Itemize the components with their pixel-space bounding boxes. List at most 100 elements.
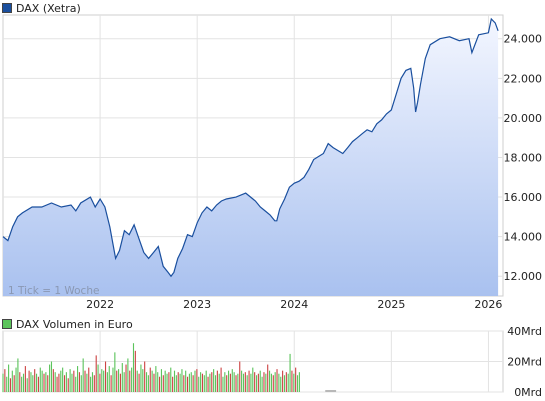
volume-bar — [283, 375, 286, 392]
volume-bar — [13, 375, 15, 392]
volume-bar — [39, 367, 41, 392]
volume-bar — [254, 372, 256, 392]
volume-bar — [237, 373, 239, 392]
volume-bar — [164, 370, 166, 392]
volume-bar — [26, 378, 28, 392]
price-x-tick-label: 2026 — [474, 298, 502, 311]
volume-bar — [86, 373, 88, 392]
volume-bar — [194, 370, 196, 392]
volume-bar — [118, 369, 120, 393]
price-y-tick-label: 12.000 — [504, 270, 543, 283]
volume-bar — [295, 367, 297, 392]
volume-bar — [77, 366, 79, 392]
volume-bar — [108, 366, 110, 392]
volume-bar — [227, 370, 230, 392]
volume-bar — [136, 370, 138, 392]
volume-bar — [287, 373, 289, 392]
volume-bar — [116, 370, 118, 392]
price-x-tick-label: 2023 — [183, 298, 211, 311]
volume-bar — [168, 372, 170, 392]
price-chart-title: DAX (Xetra) — [16, 1, 81, 15]
volume-bar — [175, 375, 177, 392]
volume-marker — [325, 390, 332, 392]
volume-bar — [160, 369, 163, 393]
volume-bar — [62, 367, 64, 392]
volume-bar — [257, 373, 259, 392]
volume-bar — [119, 373, 121, 392]
price-legend: DAX (Xetra) — [2, 1, 81, 15]
volume-bar — [280, 376, 282, 392]
volume-bar — [99, 373, 101, 392]
volume-bar — [30, 372, 32, 392]
volume-bar — [65, 372, 67, 392]
volume-bar — [179, 373, 181, 392]
volume-bar — [157, 372, 159, 392]
price-x-tick-label: 2024 — [280, 298, 308, 311]
volume-bar — [84, 370, 86, 392]
volume-bar — [11, 370, 13, 392]
volume-bar — [162, 375, 164, 392]
volume-bar — [19, 372, 21, 392]
volume-legend: DAX Volumen in Euro — [2, 317, 133, 331]
price-series-line — [2, 17, 499, 278]
volume-bar — [188, 373, 190, 392]
volume-bar — [270, 373, 272, 392]
volume-bar — [110, 375, 112, 392]
volume-bar — [67, 378, 69, 392]
volume-bar — [250, 373, 252, 392]
volume-bar — [181, 369, 183, 393]
volume-bar — [151, 370, 153, 392]
volume-bar — [276, 369, 278, 393]
volume-bar — [41, 370, 43, 392]
volume-bar — [224, 372, 226, 392]
volume-bar — [216, 370, 218, 392]
volume-bar — [289, 353, 291, 393]
volume-bar — [52, 369, 54, 393]
price-x-tick-label: 2025 — [377, 298, 405, 311]
volume-bar — [255, 375, 258, 392]
volume-bar — [125, 364, 127, 392]
volume-bar — [172, 376, 174, 392]
volume-bar — [198, 376, 200, 392]
volume-bar — [93, 375, 95, 392]
volume-bar — [222, 376, 224, 392]
volume-bar — [54, 372, 56, 392]
price-x-tick-label: 2022 — [86, 298, 114, 311]
volume-bar — [166, 373, 168, 392]
volume-bar — [132, 343, 135, 392]
volume-y-tick-label: 20Mrd — [507, 356, 542, 369]
volume-bar — [192, 375, 194, 392]
volume-bar — [6, 376, 8, 392]
volume-bar — [17, 358, 19, 392]
volume-bar — [4, 369, 6, 393]
volume-bar — [144, 361, 146, 392]
volume-bar — [214, 375, 217, 392]
volume-bar — [9, 378, 12, 392]
volume-bar — [159, 376, 161, 392]
volume-bar — [88, 367, 90, 392]
price-area — [3, 19, 499, 296]
price-y-tick-label: 20.000 — [504, 112, 543, 125]
volume-bar — [296, 375, 299, 392]
volume-bar — [142, 369, 144, 393]
volume-bar — [145, 372, 148, 392]
volume-bar — [291, 370, 293, 392]
volume-bar — [229, 373, 231, 392]
volume-bar — [293, 373, 295, 392]
volume-bar — [28, 370, 30, 392]
price-y-tick-label: 22.000 — [504, 72, 543, 85]
volume-bar — [272, 375, 274, 392]
volume-bar — [196, 369, 198, 393]
volume-bar — [177, 372, 179, 392]
volume-bar — [213, 369, 215, 393]
volume-bar — [50, 361, 53, 392]
volume-bar — [21, 376, 23, 392]
volume-bar — [121, 363, 123, 392]
volume-bar — [15, 367, 17, 392]
volume-bar — [205, 370, 207, 392]
volume-bar — [37, 376, 39, 392]
volume-bar — [153, 373, 155, 392]
volume-bar — [282, 370, 284, 392]
volume-bar — [242, 373, 245, 392]
